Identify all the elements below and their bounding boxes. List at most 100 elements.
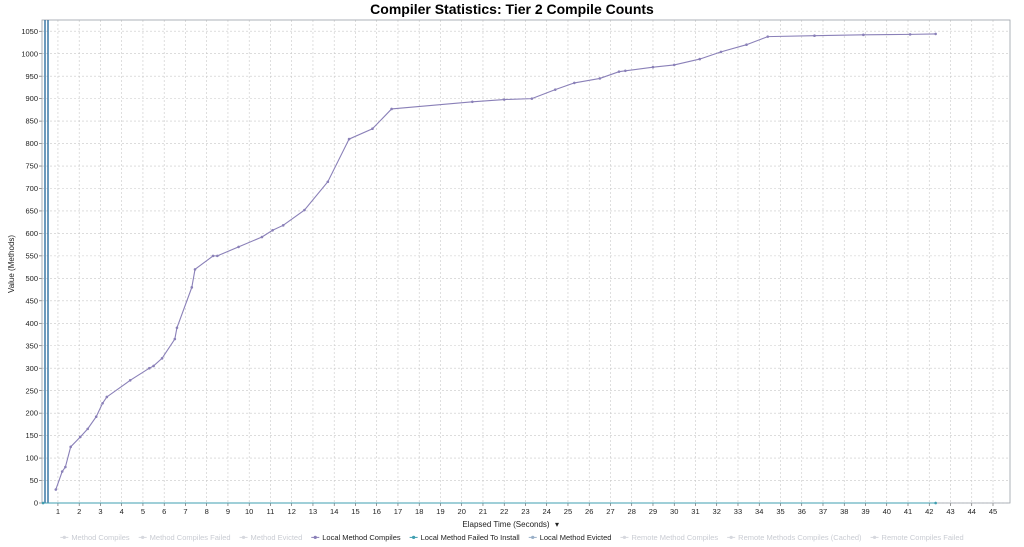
- x-tick-label: 16: [373, 507, 381, 516]
- data-point-local-method-compiles: [908, 33, 912, 36]
- y-tick-label: 450: [25, 296, 38, 305]
- y-tick-label: 800: [25, 139, 38, 148]
- data-point-local-method-compiles: [260, 235, 264, 239]
- data-point-local-method-compiles: [573, 81, 576, 85]
- legend-item-label: Local Method Failed To Install: [421, 533, 520, 542]
- data-point-local-method-compiles: [94, 415, 98, 419]
- data-point-local-method-compiles: [651, 65, 655, 69]
- x-tick-label: 3: [98, 507, 102, 516]
- data-point-local-method-compiles: [934, 32, 937, 36]
- legend-item-label: Remote Compiles Failed: [882, 533, 964, 542]
- y-tick-label: 500: [25, 274, 38, 283]
- legend-item-label: Remote Method Compiles: [631, 533, 718, 542]
- y-tick-label: 250: [25, 386, 38, 395]
- data-point-local-method-compiles: [281, 224, 285, 227]
- x-tick-label: 38: [840, 507, 848, 516]
- y-tick-label: 300: [25, 364, 38, 373]
- data-point-local-method-compiles: [371, 127, 374, 131]
- data-point-local-method-compiles: [86, 427, 89, 431]
- legend-item-local-method-compiles[interactable]: Local Method Compiles: [311, 533, 401, 542]
- x-tick-label: 27: [606, 507, 614, 516]
- legend-item-remote-compiles-failed[interactable]: Remote Compiles Failed: [870, 533, 964, 542]
- y-tick-label: 850: [25, 117, 38, 126]
- data-point-local-method-compiles: [216, 254, 219, 258]
- data-point-local-method-compiles: [152, 364, 155, 368]
- data-point-local-method-compiles: [862, 33, 865, 37]
- x-axis-label-group[interactable]: Elapsed Time (Seconds) ▾: [462, 520, 559, 529]
- x-tick-label: 12: [288, 507, 296, 516]
- legend-item-local-method-evicted[interactable]: Local Method Evicted: [528, 533, 612, 542]
- legend-item-local-method-failed-to-install[interactable]: Local Method Failed To Install: [409, 533, 520, 542]
- y-tick-label: 150: [25, 431, 38, 440]
- x-axis-ticks: 1 2 3 4 5 6 7 8 9 10 11 12 13 14 15 16 17 18 19 20 21 22 23 24 2…: [56, 503, 997, 516]
- data-point-local-method-compiles: [60, 470, 64, 473]
- legend-dot-marker: [622, 535, 627, 540]
- x-tick-label: 1: [56, 507, 60, 516]
- data-point-local-method-compiles: [390, 107, 393, 111]
- data-point-local-method-compiles: [160, 357, 164, 360]
- y-tick-label: 650: [25, 207, 38, 216]
- data-point-local-method-compiles: [347, 137, 351, 141]
- legend-item-label: Method Compiles: [71, 533, 130, 542]
- x-tick-label: 31: [691, 507, 699, 516]
- x-tick-label: 35: [776, 507, 784, 516]
- legend-item-label: Method Compiles Failed: [150, 533, 231, 542]
- plot-area[interactable]: [41, 19, 1011, 504]
- data-point-local-method-compiles: [553, 88, 557, 91]
- x-axis-label: Elapsed Time (Seconds): [462, 520, 549, 529]
- data-point-local-method-compiles: [698, 57, 702, 61]
- x-tick-label: 21: [479, 507, 487, 516]
- data-point-local-method-compiles: [105, 395, 109, 399]
- x-tick-label: 22: [500, 507, 508, 516]
- x-tick-label: 32: [713, 507, 721, 516]
- y-tick-label: 100: [25, 454, 38, 463]
- data-point-local-method-compiles: [211, 254, 215, 258]
- y-tick-label: 700: [25, 184, 38, 193]
- y-tick-label: 600: [25, 229, 38, 238]
- x-tick-label: 33: [734, 507, 742, 516]
- data-point-local-method-compiles: [101, 401, 104, 405]
- x-tick-label: 39: [861, 507, 869, 516]
- data-point-local-method-compiles: [598, 77, 602, 80]
- x-tick-label: 10: [245, 507, 253, 516]
- data-point-local-method-compiles: [128, 379, 132, 382]
- data-point-local-method-compiles: [54, 488, 58, 491]
- legend-item-method-evicted[interactable]: Method Evicted: [239, 533, 303, 542]
- legend-item-method-compiles[interactable]: Method Compiles: [60, 533, 130, 542]
- y-tick-label: 750: [25, 162, 38, 171]
- legend-item-label: Local Method Evicted: [540, 533, 612, 542]
- x-tick-label: 45: [989, 507, 997, 516]
- data-point-local-method-compiles: [173, 337, 177, 341]
- y-tick-label: 900: [25, 94, 38, 103]
- x-tick-label: 11: [267, 507, 275, 516]
- legend-dot-marker: [241, 535, 246, 540]
- y-axis-label: Value (Methods): [7, 235, 16, 293]
- x-tick-label: 14: [330, 507, 338, 516]
- legend-item-method-compiles-failed[interactable]: Method Compiles Failed: [138, 533, 231, 542]
- data-point-local-method-compiles: [672, 63, 676, 67]
- x-axis-menu-chevron-icon[interactable]: ▾: [555, 520, 559, 529]
- data-point-local-method-compiles: [471, 100, 474, 104]
- x-tick-label: 5: [141, 507, 145, 516]
- y-tick-label: 0: [34, 499, 38, 508]
- x-tick-label: 34: [755, 507, 763, 516]
- x-tick-label: 44: [968, 507, 976, 516]
- data-point-local-method-compiles: [237, 245, 240, 249]
- x-tick-label: 9: [226, 507, 230, 516]
- legend-item-remote-method-compiles[interactable]: Remote Method Compiles: [620, 533, 718, 542]
- data-point-local-method-compiles: [148, 366, 151, 370]
- x-tick-label: 42: [925, 507, 933, 516]
- data-point-local-method-compiles: [766, 35, 770, 38]
- x-tick-label: 2: [77, 507, 81, 516]
- x-tick-label: 41: [904, 507, 912, 516]
- data-point-local-method-compiles: [813, 34, 816, 38]
- data-point-local-method-compiles: [624, 69, 627, 73]
- legend-dot-marker: [412, 535, 416, 540]
- x-tick-label: 43: [946, 507, 954, 516]
- legend-item-remote-methods-compiles-cached-[interactable]: Remote Methods Compiles (Cached): [727, 533, 862, 542]
- x-tick-label: 19: [436, 507, 444, 516]
- x-tick-label: 36: [798, 507, 806, 516]
- y-tick-label: 550: [25, 251, 38, 260]
- series-line-local-method-compiles: [55, 33, 936, 490]
